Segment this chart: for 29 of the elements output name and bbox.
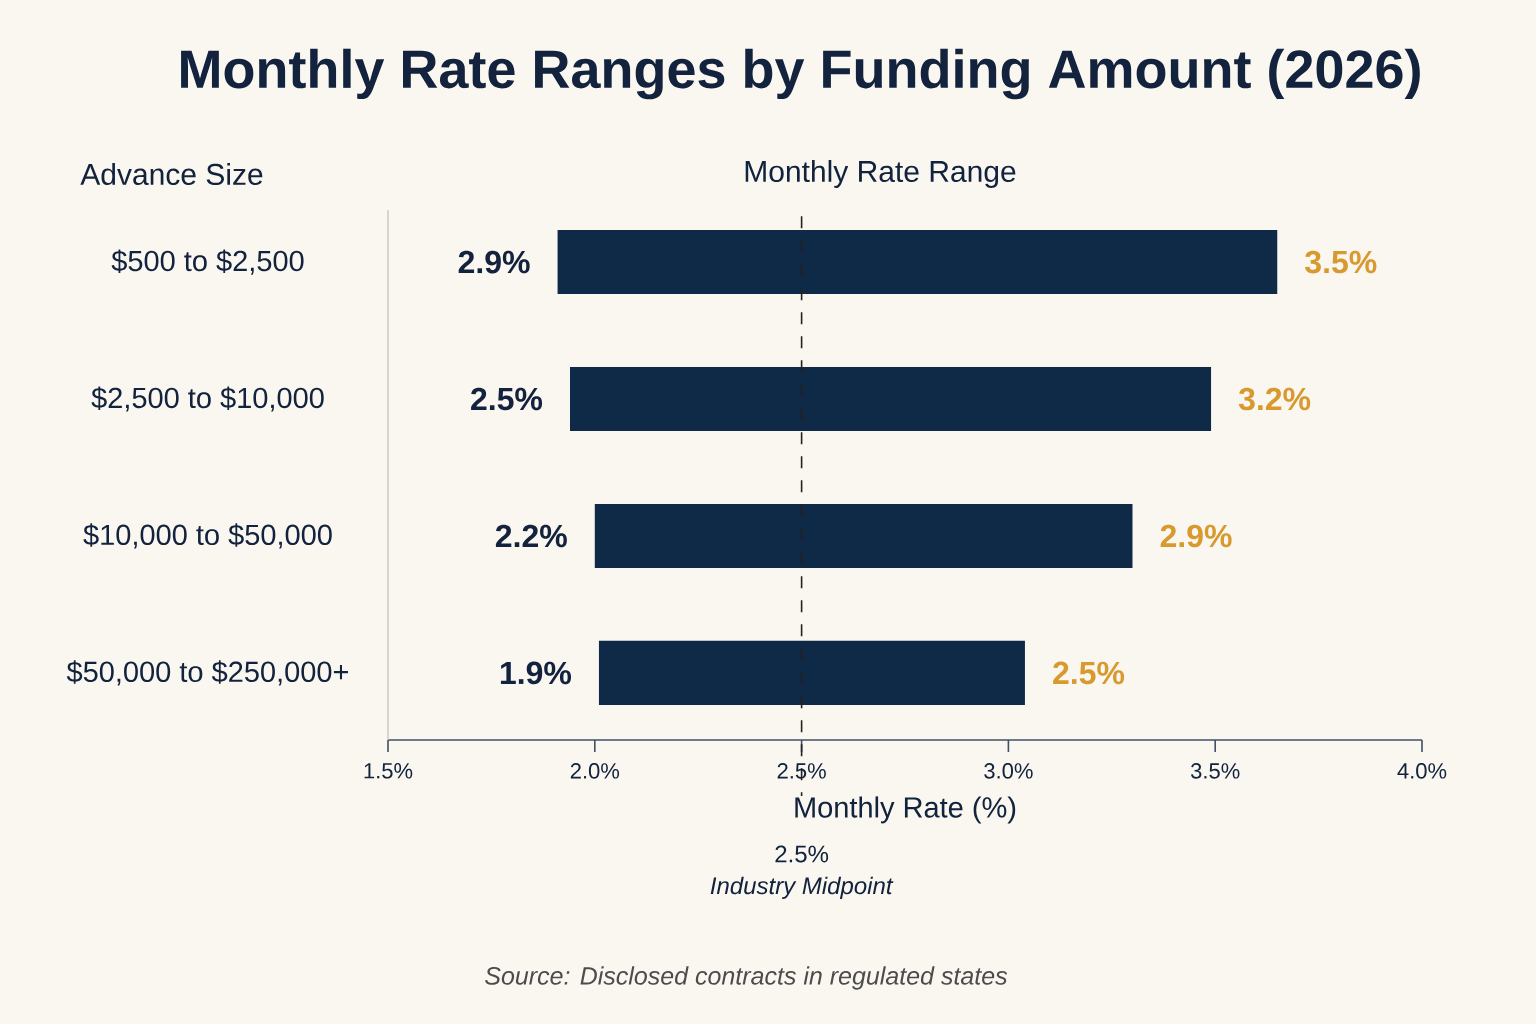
- bar: [557, 230, 1278, 295]
- annotation: 3.5%: [1305, 250, 1377, 274]
- y-axis-title: Advance Size: [80, 162, 263, 186]
- chart-title: Monthly Rate Ranges by Funding Amount (2026): [181, 48, 1420, 100]
- bar: [569, 366, 1212, 432]
- y-tick-label: $50,000 to $250,000+: [66, 660, 349, 686]
- bar: [594, 503, 1133, 569]
- ref-line-label: 2.5%: [775, 845, 829, 863]
- text: Industry Midpoint: [710, 876, 894, 900]
- annotation: 2.5%: [471, 387, 543, 411]
- annotation: 2.2%: [495, 524, 567, 548]
- x-tick-label: 2.5%: [777, 763, 826, 779]
- chart-subtitle: Monthly Rate Range: [745, 160, 1016, 188]
- annotation: 2.5%: [1053, 661, 1125, 685]
- bar: [598, 640, 1025, 705]
- x-tick-label: 1.5%: [364, 763, 413, 779]
- x-tick-label: 4.0%: [1397, 763, 1447, 779]
- x-axis-title: Monthly Rate (%): [795, 796, 1016, 824]
- annotation: 3.2%: [1238, 387, 1311, 411]
- x-tick-label: 3.0%: [984, 763, 1033, 779]
- y-tick-label: $500 to $2,500: [111, 249, 304, 275]
- x-tick-label: 3.5%: [1190, 763, 1240, 779]
- annotation: 1.9%: [500, 661, 572, 685]
- y-tick-label: $10,000 to $50,000: [83, 523, 332, 549]
- text: Source: Disclosed contracts in regulated states: [485, 966, 1008, 990]
- x-tick-label: 2.0%: [570, 763, 620, 779]
- y-tick-label: $2,500 to $10,000: [91, 386, 324, 412]
- annotation: 2.9%: [458, 250, 530, 274]
- annotation: 2.9%: [1160, 524, 1232, 548]
